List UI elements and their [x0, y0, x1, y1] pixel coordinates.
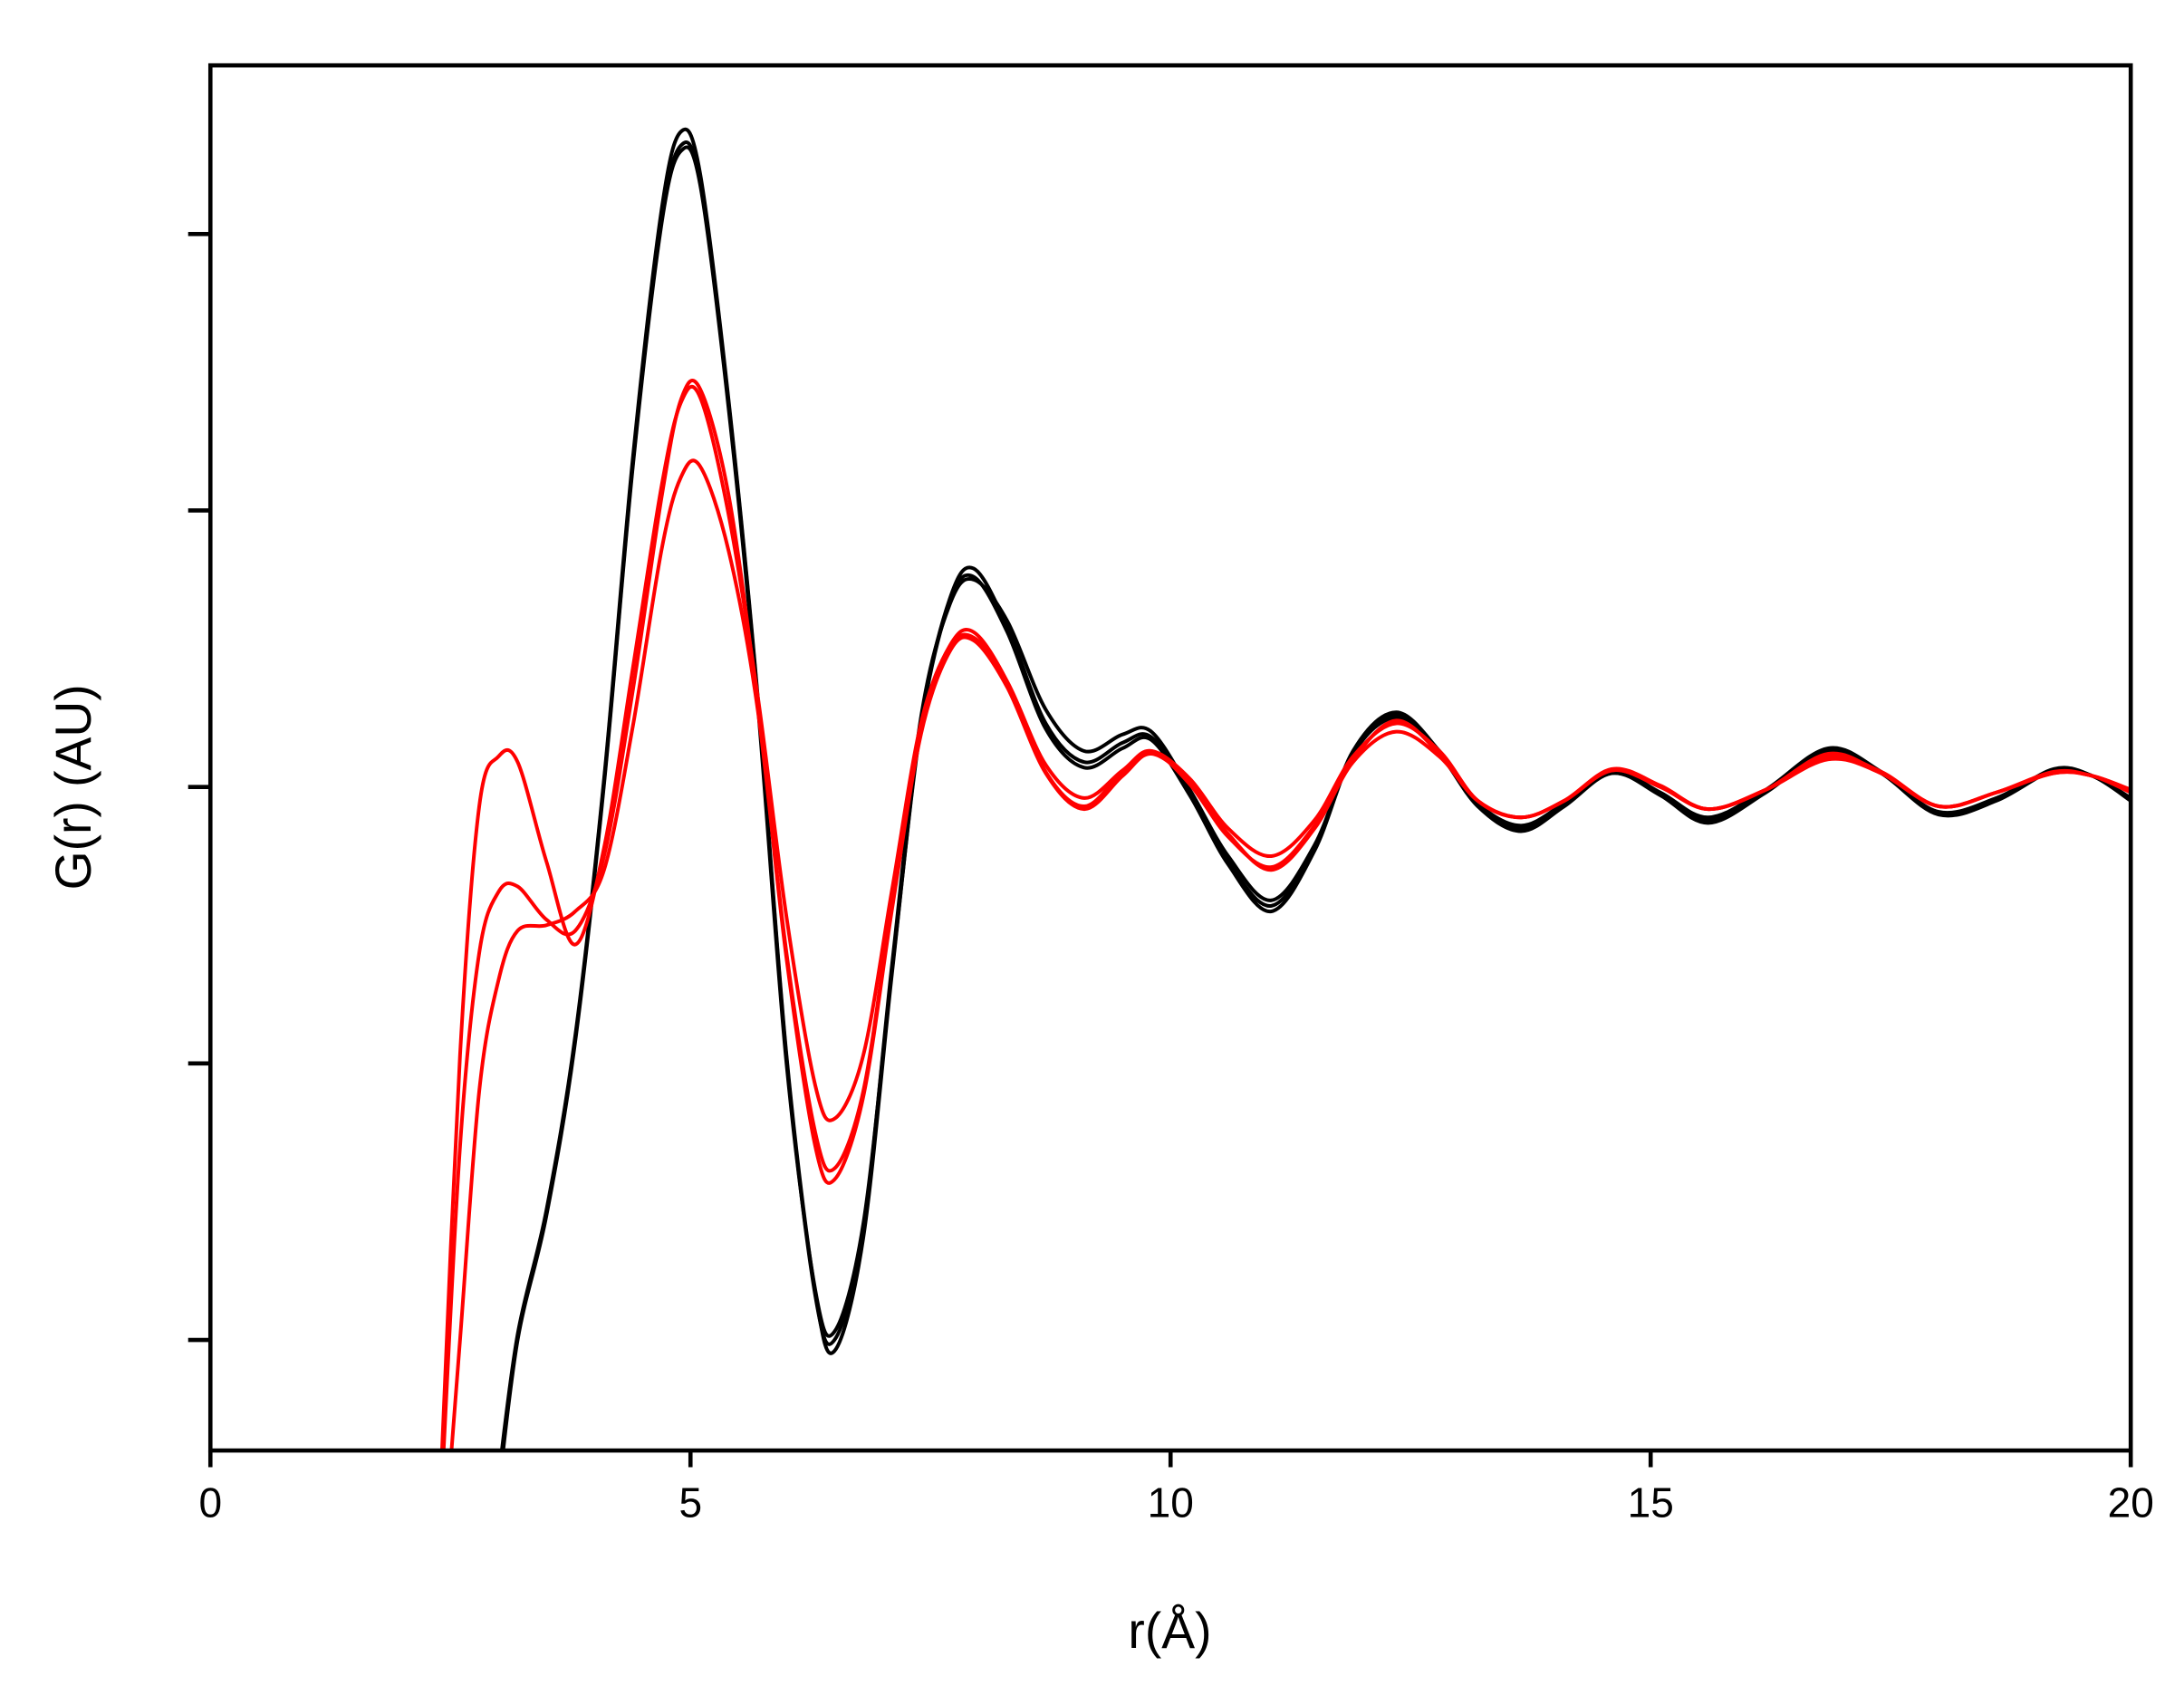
- x-tick-label: 10: [1148, 1479, 1194, 1527]
- x-tick-label: 20: [2108, 1479, 2154, 1527]
- x-tick-label: 15: [1628, 1479, 1674, 1527]
- x-tick-label: 0: [198, 1479, 222, 1527]
- series-line: [501, 145, 2131, 1451]
- y-axis-label: G(r) (AU): [45, 684, 101, 890]
- series-line: [449, 458, 2131, 1451]
- x-tick-label: 5: [678, 1479, 702, 1527]
- x-axis-label: r(Å): [1128, 1603, 1211, 1659]
- plot-lines: [439, 127, 2131, 1451]
